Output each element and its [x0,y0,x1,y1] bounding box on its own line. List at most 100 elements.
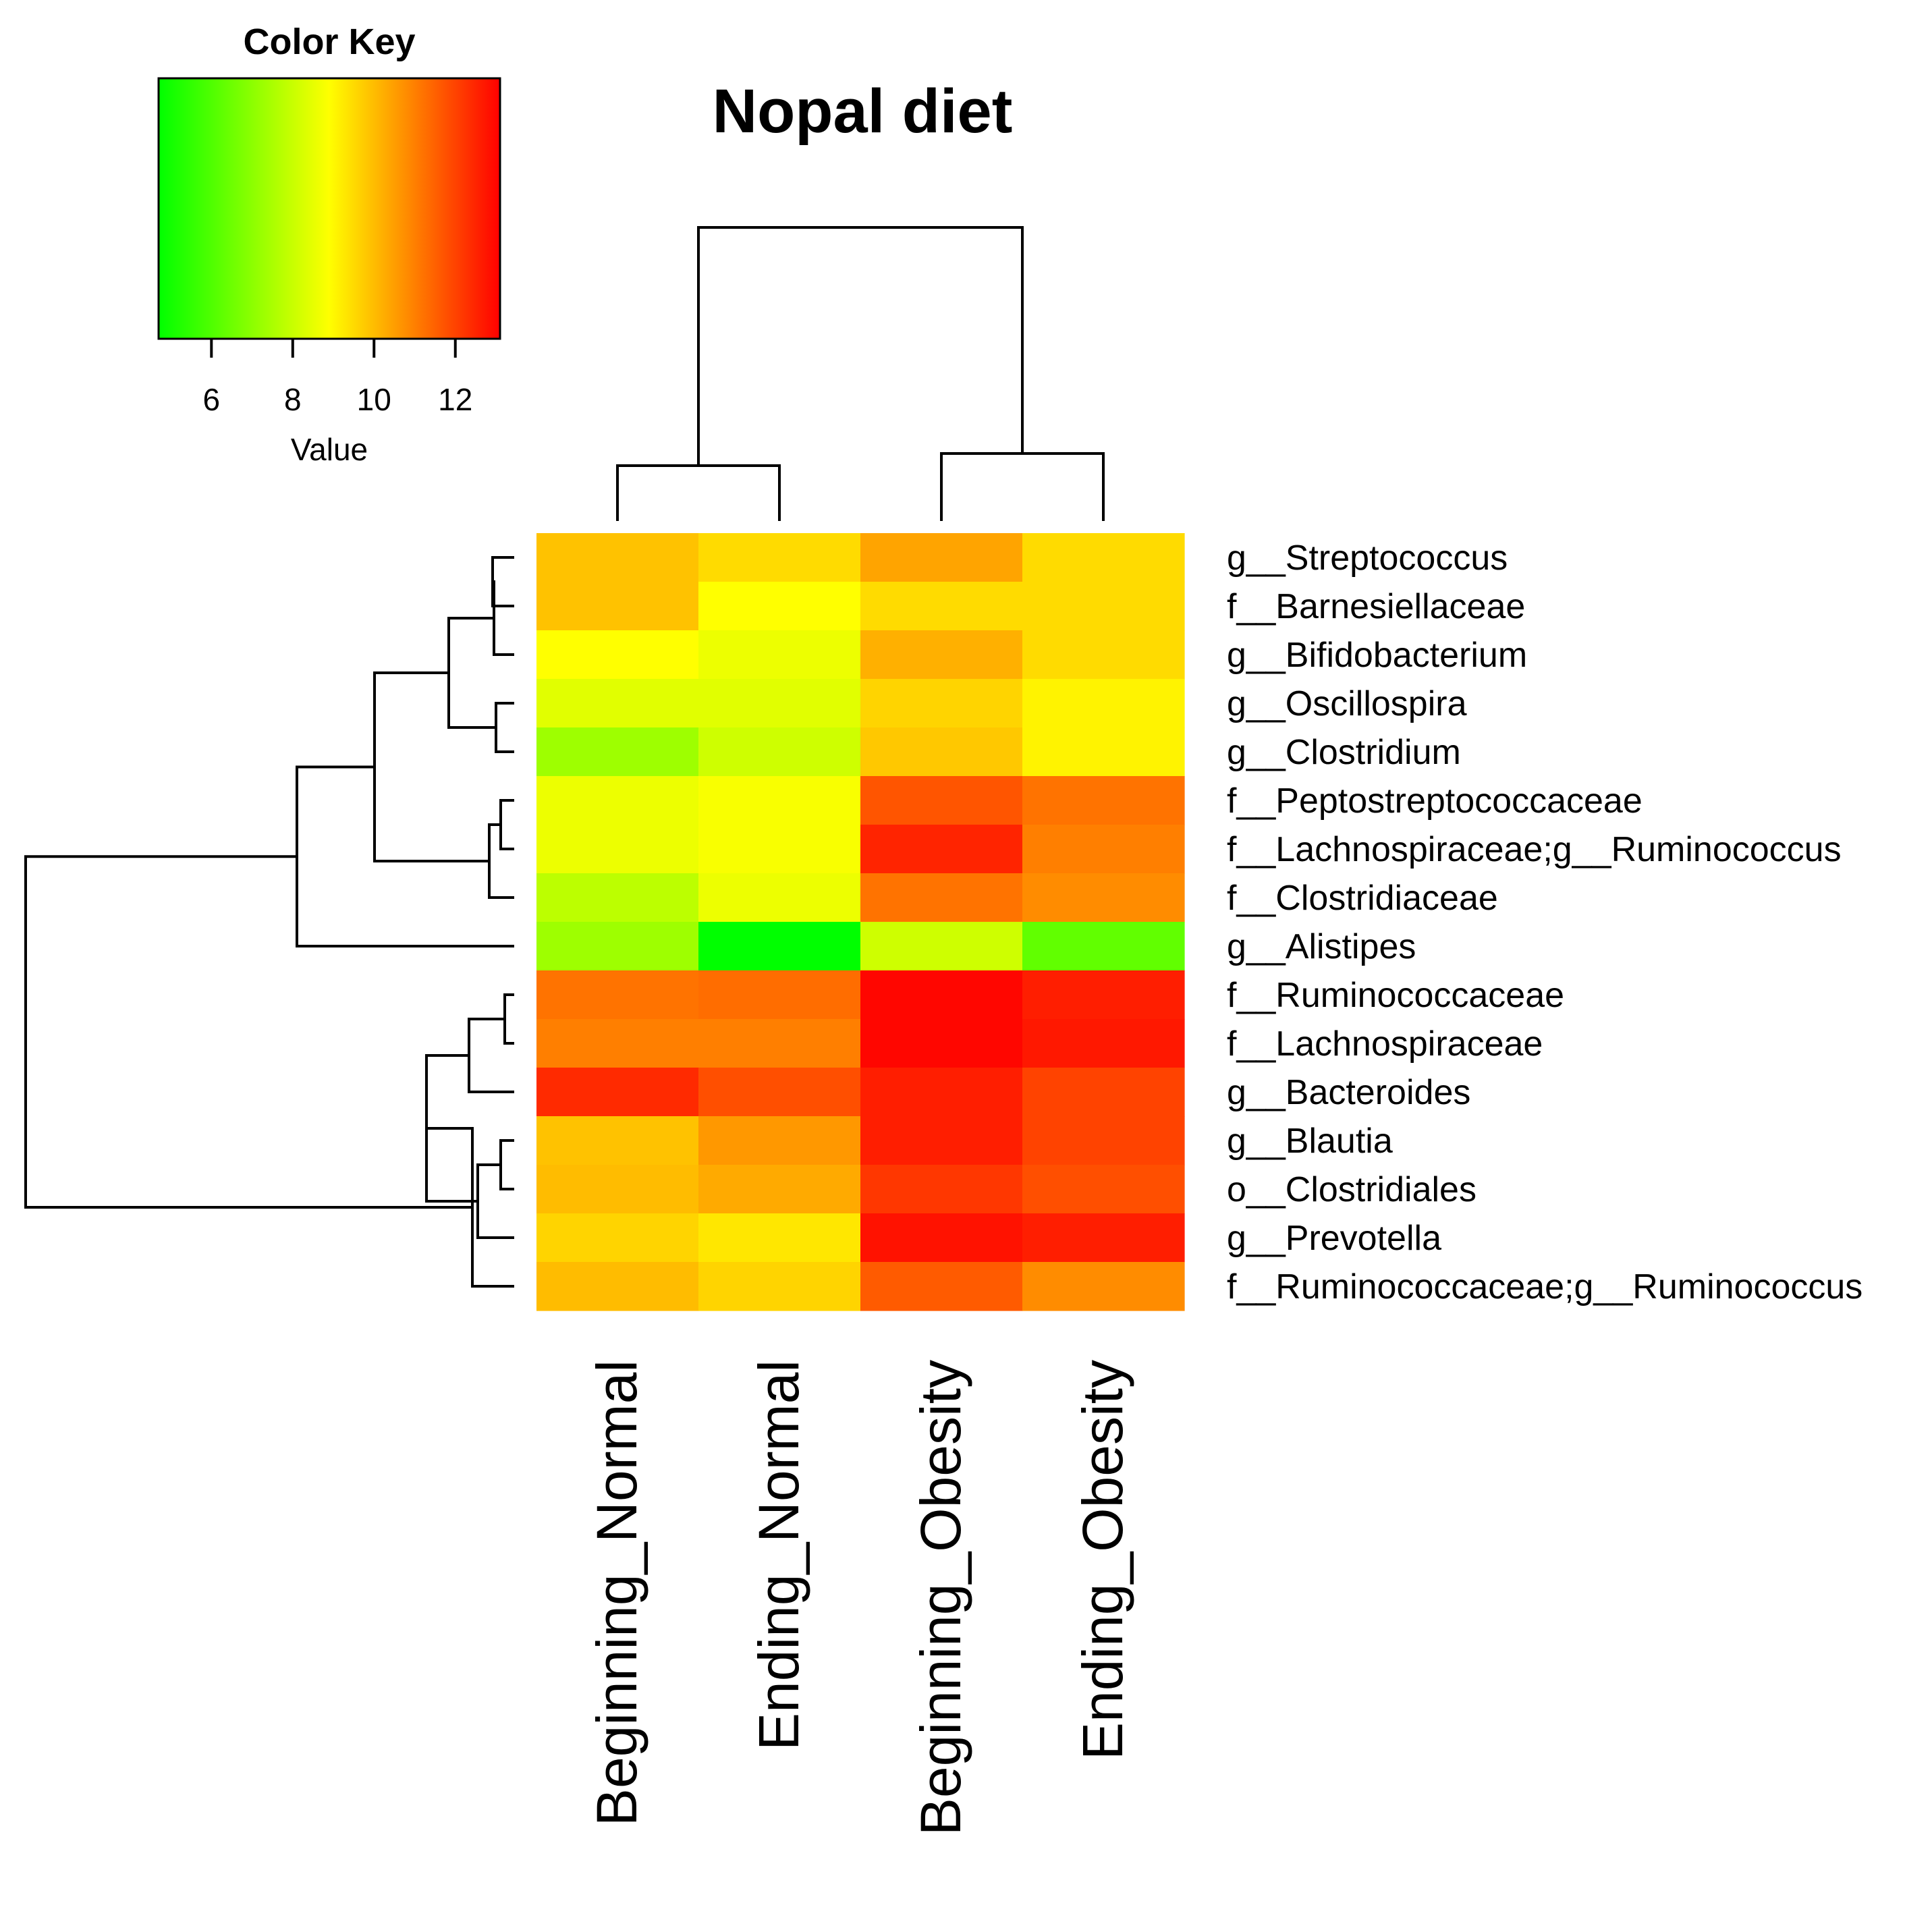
column-label: Ending_Obesity [1071,1360,1134,1760]
dendrogram-branch [491,556,514,607]
heatmap-cell [1022,630,1185,680]
heatmap-cell [860,727,1023,777]
heatmap-cell [1022,1262,1185,1311]
dendrogram-branch [499,1139,514,1190]
heatmap-cell [860,582,1023,631]
heatmap-cell [1022,970,1185,1020]
heatmap-cell [536,825,699,874]
row-label: g__Prevotella [1227,1219,1441,1258]
row-label: g__Oscillospira [1227,684,1467,723]
dendrogram-branch [940,452,1105,521]
row-label: g__Streptococcus [1227,539,1508,578]
column-dendrogram [616,226,1105,521]
heatmap-cell [1022,922,1185,971]
heatmap-cell [1022,1116,1185,1165]
heatmap-cell [698,970,861,1020]
heatmap-cell [536,873,699,923]
heatmap-cell [536,1262,699,1311]
row-label: g__Clostridium [1227,733,1461,772]
heatmap-cell [860,533,1023,582]
heatmap-cell [698,630,861,680]
row-label: f__Ruminococcaceae;g__Ruminococcus [1227,1267,1862,1306]
heatmap-cell [860,922,1023,971]
heatmap-cell [1022,873,1185,923]
heatmap-cell [860,679,1023,728]
heatmap-cell [1022,776,1185,825]
heatmap-cell [860,1068,1023,1117]
heatmap-cell [1022,679,1185,728]
row-label: g__Alistipes [1227,927,1416,966]
heatmap-cell [860,825,1023,874]
heatmap-cell [536,1213,699,1263]
heatmap-cell [698,825,861,874]
heatmap-cell [860,1019,1023,1068]
heatmap-cell [1022,1213,1185,1263]
heatmap-cell [860,776,1023,825]
dendrogram-branch [499,799,514,850]
dendrogram-branch [495,702,514,753]
color-key-tick-label: 8 [284,382,302,417]
heatmap-cell [860,1116,1023,1165]
column-label: Ending_Normal [747,1360,810,1751]
heatmap-cell [698,1116,861,1165]
dendrogram-branch [296,765,514,947]
heatmap-cell [536,1116,699,1165]
row-label: f__Peptostreptococcaceae [1227,781,1643,821]
dendrogram-branch [24,855,472,1209]
row-dendrogram [24,556,514,1288]
heatmap-cell [698,582,861,631]
column-label: Beginning_Normal [585,1360,648,1826]
color-key: Color Key 6 8 10 12 Value [157,22,501,467]
chart-title: Nopal diet [713,77,1013,146]
row-label: g__Blautia [1227,1122,1393,1161]
heatmap-cell [698,922,861,971]
heatmap-cell [536,1019,699,1068]
heatmap-cell [536,679,699,728]
heatmap-cell [698,533,861,582]
dendrogram-branch [616,464,781,521]
heatmap-cell [536,1068,699,1117]
row-label: f__Barnesiellaceae [1227,587,1525,626]
heatmap-cell [1022,1165,1185,1214]
dendrogram-branch [697,226,1024,466]
heatmap-cell [698,1019,861,1068]
heatmap-cell [698,1213,861,1263]
heatmap-cell [860,630,1023,680]
heatmap-cell [698,1068,861,1117]
column-label: Beginning_Obesity [909,1360,972,1836]
dendrogram-branch [468,1018,514,1093]
heatmap-cell [698,1165,861,1214]
heatmap-cell [860,873,1023,923]
heatmap-cell [1022,825,1185,874]
row-label: g__Bifidobacterium [1227,636,1527,675]
heatmap-cell [860,1165,1023,1214]
heatmap-cell [698,727,861,777]
row-labels: g__Streptococcus f__Barnesiellaceae g__Bif… [1227,539,1862,1306]
dendrogram-branch [493,580,514,656]
heatmap-cell [698,873,861,923]
heatmap-cell [536,727,699,777]
heatmap-cell [1022,582,1185,631]
row-label: f__Clostridiaceae [1227,879,1498,918]
heatmap-cell [1022,1019,1185,1068]
heatmap-cell [536,922,699,971]
column-labels: Beginning_Normal Ending_Normal Beginning_O… [585,1360,1134,1836]
row-label: o__Clostridiales [1227,1170,1476,1209]
heatmap-cell [536,776,699,825]
color-key-tick-label: 12 [438,382,472,417]
dendrogram-branch [503,993,514,1045]
color-key-gradient [157,77,501,340]
heatmap-cell [698,679,861,728]
dendrogram-branch [447,617,496,729]
heatmap-cell [698,776,861,825]
color-key-tick-label: 10 [357,382,391,417]
heatmap-cells [536,533,1185,1311]
heatmap-cell [536,1165,699,1214]
dendrogram-branch [476,1163,514,1239]
row-label: f__Lachnospiraceae [1227,1024,1543,1064]
dendrogram-branch [373,671,489,862]
color-key-title: Color Key [243,22,415,62]
heatmap-cell [536,533,699,582]
row-label: g__Bacteroides [1227,1073,1470,1112]
